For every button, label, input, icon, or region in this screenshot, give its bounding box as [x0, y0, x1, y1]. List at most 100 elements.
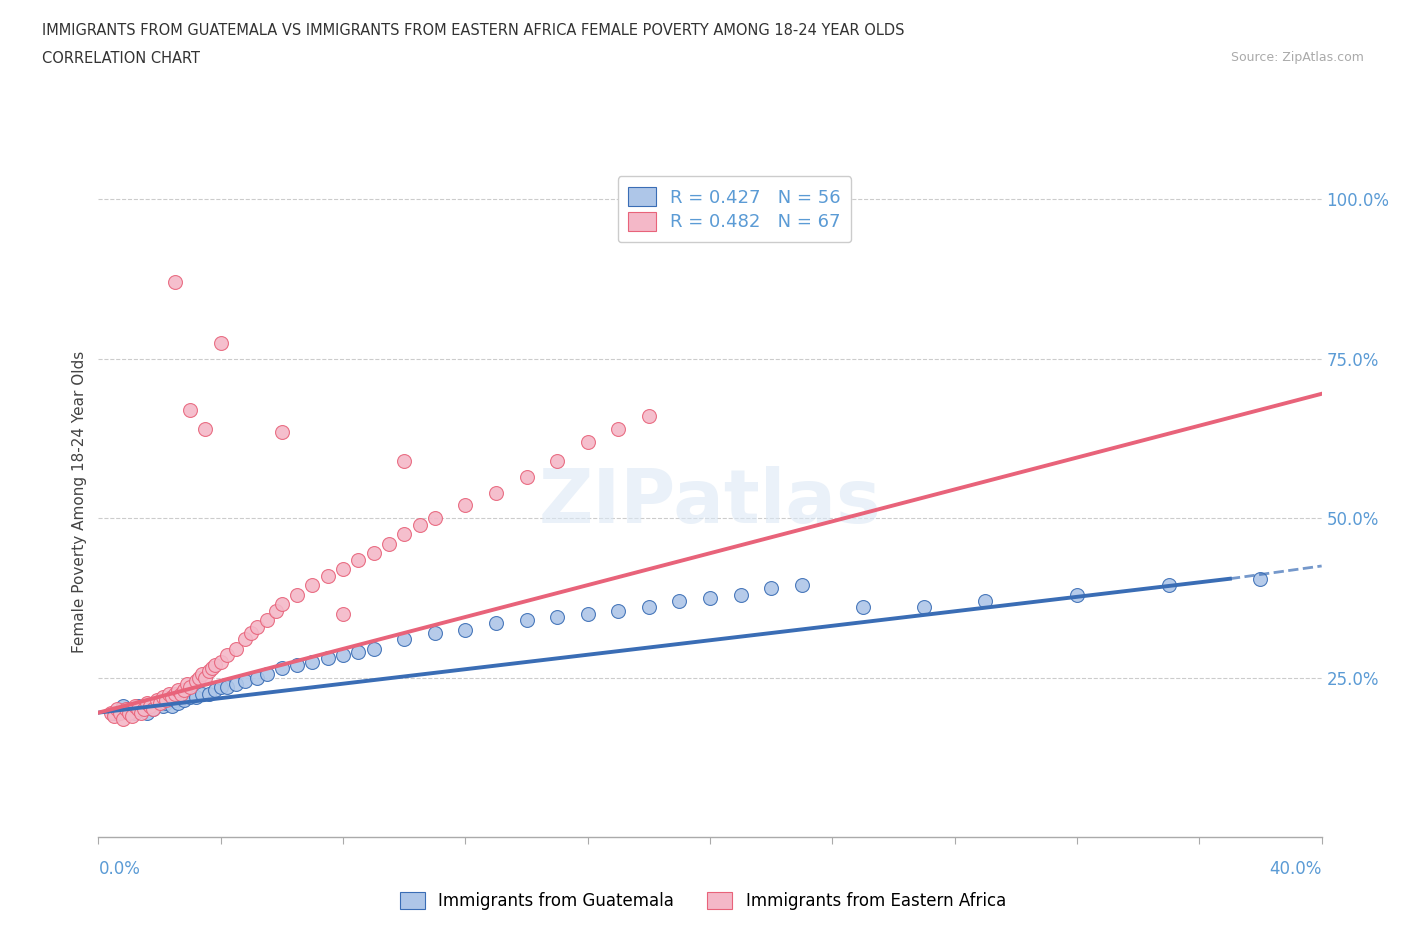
Point [974, 593, 997, 608]
Point [516, 470, 538, 485]
Point [576, 434, 599, 449]
Point [209, 654, 232, 669]
Point [485, 616, 508, 631]
Point [139, 698, 162, 713]
Point [173, 693, 195, 708]
Point [264, 604, 287, 618]
Point [270, 660, 292, 675]
Point [392, 453, 416, 468]
Point [699, 591, 721, 605]
Point [363, 546, 385, 561]
Point [124, 698, 146, 713]
Legend: R = 0.427   N = 56, R = 0.482   N = 67: R = 0.427 N = 56, R = 0.482 N = 67 [617, 177, 852, 242]
Point [136, 696, 159, 711]
Point [285, 658, 308, 672]
Point [204, 683, 226, 698]
Point [197, 664, 219, 679]
Point [152, 698, 174, 713]
Point [215, 680, 238, 695]
Point [256, 667, 278, 682]
Point [637, 408, 661, 423]
Point [233, 631, 256, 646]
Point [115, 702, 138, 717]
Point [186, 689, 208, 704]
Point [790, 578, 813, 592]
Point [246, 671, 269, 685]
Point [149, 696, 172, 711]
Point [191, 667, 214, 682]
Point [111, 711, 134, 726]
Point [347, 552, 370, 567]
Point [157, 686, 180, 701]
Point [256, 613, 278, 628]
Point [332, 648, 354, 663]
Point [186, 673, 208, 688]
Text: 0.0%: 0.0% [98, 860, 141, 878]
Point [454, 622, 477, 637]
Point [142, 702, 165, 717]
Point [118, 702, 141, 717]
Point [215, 648, 238, 663]
Point [454, 498, 477, 512]
Text: ZIPatlas: ZIPatlas [538, 466, 882, 538]
Point [191, 686, 214, 701]
Text: CORRELATION CHART: CORRELATION CHART [42, 51, 200, 66]
Point [1066, 587, 1088, 602]
Point [127, 698, 149, 713]
Point [194, 421, 217, 436]
Point [134, 702, 156, 717]
Point [485, 485, 508, 500]
Point [139, 698, 162, 713]
Point [167, 696, 190, 711]
Point [108, 705, 131, 720]
Point [392, 631, 416, 646]
Point [668, 593, 690, 608]
Point [179, 403, 201, 418]
Point [167, 683, 190, 698]
Y-axis label: Female Poverty Among 18-24 Year Olds: Female Poverty Among 18-24 Year Olds [72, 352, 87, 654]
Point [160, 698, 183, 713]
Point [225, 676, 247, 691]
Point [179, 689, 201, 704]
Point [157, 693, 180, 708]
Point [347, 644, 370, 659]
Point [240, 626, 263, 641]
Legend: Immigrants from Guatemala, Immigrants from Eastern Africa: Immigrants from Guatemala, Immigrants fr… [394, 885, 1012, 917]
Point [124, 705, 146, 720]
Text: Source: ZipAtlas.com: Source: ZipAtlas.com [1230, 51, 1364, 64]
Point [179, 680, 201, 695]
Point [408, 517, 430, 532]
Point [103, 709, 125, 724]
Point [759, 581, 782, 596]
Point [378, 537, 401, 551]
Point [173, 683, 195, 698]
Point [188, 671, 211, 685]
Point [270, 597, 292, 612]
Point [1249, 571, 1271, 586]
Point [155, 696, 177, 711]
Point [332, 562, 354, 577]
Point [145, 693, 167, 708]
Point [316, 568, 339, 583]
Point [194, 671, 217, 685]
Point [103, 705, 125, 720]
Point [209, 680, 232, 695]
Point [136, 705, 159, 720]
Point [423, 511, 446, 525]
Point [170, 689, 193, 704]
Point [392, 526, 416, 541]
Point [197, 686, 219, 701]
Point [200, 660, 222, 675]
Point [423, 626, 446, 641]
Point [209, 336, 232, 351]
Point [912, 600, 935, 615]
Point [637, 600, 661, 615]
Point [204, 658, 226, 672]
Point [363, 642, 385, 657]
Point [730, 587, 752, 602]
Point [142, 702, 165, 717]
Point [1157, 578, 1180, 592]
Point [546, 609, 568, 624]
Point [170, 686, 193, 701]
Point [285, 587, 308, 602]
